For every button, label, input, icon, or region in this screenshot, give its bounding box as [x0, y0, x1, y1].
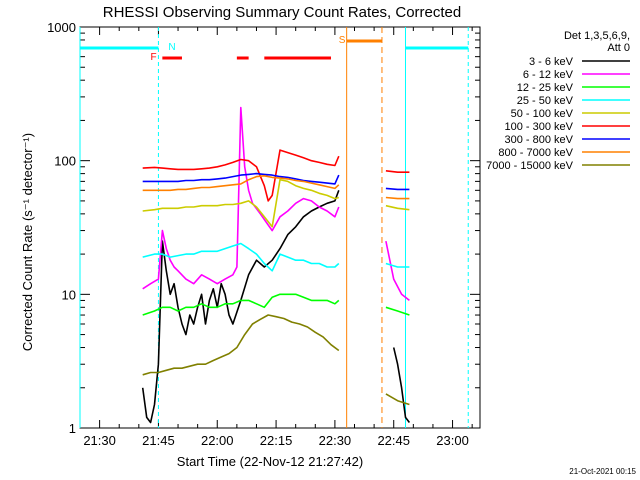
series-line — [385, 262, 410, 268]
x-tick-label: 23:00 — [436, 433, 469, 448]
series-line — [385, 240, 410, 302]
footer-date: 21-Oct-2021 00:15 — [569, 467, 636, 476]
legend-header-line2: Att 0 — [607, 42, 630, 54]
y-tick-label: 100 — [54, 154, 76, 169]
x-tick-label: 22:45 — [377, 433, 410, 448]
x-tick-label: 22:15 — [260, 433, 293, 448]
x-axis-label: Start Time (22-Nov-12 21:27:42) — [177, 454, 363, 469]
series-line — [142, 175, 340, 192]
legend-label: 6 - 12 keV — [523, 69, 574, 81]
y-tick-label: 1000 — [47, 20, 76, 35]
series-line — [385, 196, 410, 200]
y-tick-label: 10 — [62, 287, 76, 302]
annotation-n: N — [168, 42, 175, 53]
series-line — [385, 393, 410, 406]
plot-area: 21:30 21:45 22:00 22:15 22:30 22:45 23:00 1 10 10… — [47, 20, 481, 448]
legend-label: 100 - 300 keV — [505, 121, 574, 133]
y-axis-label: Corrected Count Rate (s⁻¹ detector⁻¹) — [20, 133, 35, 351]
chart-title: RHESSI Observing Summary Count Rates, Co… — [103, 4, 461, 21]
legend-label: 3 - 6 keV — [529, 56, 574, 68]
legend-label: 25 - 50 keV — [517, 95, 574, 107]
series-line — [142, 178, 340, 228]
series-line — [142, 149, 340, 202]
series-group — [141, 106, 411, 424]
series-line — [142, 242, 340, 272]
y-tick-label: 1 — [69, 421, 76, 436]
annotation-s: S — [339, 35, 346, 46]
legend-label: 800 - 7000 keV — [498, 147, 573, 159]
legend-label: 7000 - 15000 keV — [486, 160, 574, 172]
x-tick-label: 21:30 — [83, 433, 116, 448]
legend-label: 50 - 100 keV — [511, 108, 574, 120]
series-line — [385, 306, 410, 316]
legend-label: 300 - 800 keV — [505, 134, 574, 146]
series-line — [141, 190, 340, 424]
series-line — [385, 170, 410, 173]
series-line — [142, 293, 340, 316]
series-line — [385, 204, 410, 211]
series-line — [142, 314, 340, 376]
annotation-f: F — [151, 52, 157, 63]
series-line — [142, 106, 340, 290]
x-tick-label: 22:00 — [201, 433, 234, 448]
series-line — [142, 172, 340, 185]
series-line — [385, 187, 410, 191]
x-tick-label: 22:30 — [319, 433, 352, 448]
legend-header-line1: Det 1,3,5,6,9, — [564, 30, 630, 42]
x-tick-label: 21:45 — [142, 433, 175, 448]
series-line — [392, 347, 411, 423]
legend-label: 12 - 25 keV — [517, 82, 574, 94]
